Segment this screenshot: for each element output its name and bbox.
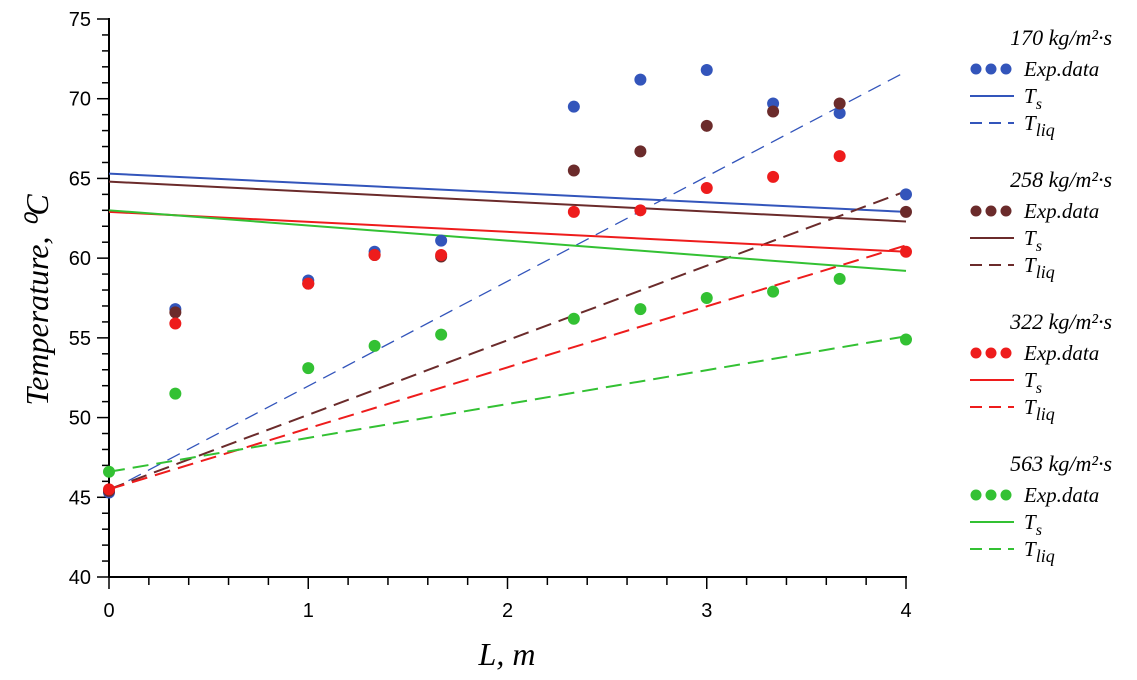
legend-point-marker [1000, 205, 1012, 217]
exp-point-3 [767, 285, 780, 298]
exp-point-3 [169, 387, 182, 400]
legend-title: 322 kg/m²·s [1009, 309, 1112, 334]
exp-point-2 [634, 204, 647, 217]
exp-point-2 [302, 277, 315, 290]
exp-point-3 [435, 328, 448, 341]
exp-point-0 [833, 107, 846, 120]
tliq-line-2 [108, 244, 907, 491]
legend-points-label: Exp.data [1023, 483, 1099, 507]
exp-point-3 [900, 333, 912, 346]
exp-point-1 [833, 97, 846, 110]
exp-point-1 [900, 205, 912, 218]
x-tick-label: 1 [303, 600, 314, 622]
y-axis-title: Temperature, ⁰C [19, 194, 55, 406]
exp-point-1 [767, 105, 780, 118]
ts-line-0 [108, 172, 907, 213]
legend-point-marker [985, 489, 997, 501]
legend-point-marker [1000, 347, 1012, 359]
exp-point-3 [302, 362, 315, 375]
legend-points-label: Exp.data [1023, 57, 1099, 81]
exp-point-3 [567, 312, 580, 325]
legend-points-label: Exp.data [1023, 199, 1099, 223]
ts-line-3 [108, 209, 907, 272]
legend-ts-label: Ts [1024, 226, 1042, 255]
exp-point-2 [833, 150, 846, 163]
exp-point-0 [634, 73, 647, 86]
legend-tliq-label: Tliq [1024, 537, 1055, 566]
legend-point-marker [1000, 489, 1012, 501]
y-tick-label: 50 [69, 408, 91, 430]
x-tick-label: 2 [502, 600, 513, 622]
legend-point-marker [985, 63, 997, 75]
exp-point-2 [767, 170, 780, 183]
exp-point-1 [169, 306, 182, 319]
exp-point-2 [435, 248, 448, 261]
exp-point-0 [700, 64, 713, 77]
legend-tliq-label: Tliq [1024, 111, 1055, 140]
tliq-line-3 [108, 335, 907, 473]
exp-point-3 [634, 303, 647, 316]
y-tick-label: 70 [69, 89, 91, 111]
legend-point-marker [985, 347, 997, 359]
y-tick-label: 45 [69, 487, 91, 509]
legend-point-marker [970, 63, 982, 75]
legend-point-marker [985, 205, 997, 217]
x-tick-label: 0 [103, 600, 114, 622]
exp-point-0 [900, 188, 912, 201]
legend-point-marker [970, 347, 982, 359]
legend-ts-label: Ts [1024, 84, 1042, 113]
legend-ts-label: Ts [1024, 510, 1042, 539]
legend-title: 563 kg/m²·s [1010, 451, 1112, 476]
exp-point-1 [700, 119, 713, 132]
tliq-line-0 [108, 71, 907, 492]
ts-line-2 [108, 210, 907, 253]
x-axis-title: L, m [478, 636, 536, 672]
x-tick-label: 3 [701, 600, 712, 622]
legend-tliq-label: Tliq [1024, 395, 1055, 424]
y-tick-label: 60 [69, 248, 91, 270]
legend-point-marker [970, 489, 982, 501]
y-tick-label: 40 [69, 567, 91, 589]
exp-point-2 [900, 245, 912, 258]
y-tick-label: 75 [69, 9, 91, 31]
y-tick-label: 55 [69, 328, 91, 350]
exp-point-2 [700, 181, 713, 194]
legend-tliq-label: Tliq [1024, 253, 1055, 282]
exp-point-1 [634, 145, 647, 158]
tliq-line-1 [108, 190, 907, 491]
x-tick-label: 4 [900, 600, 911, 622]
exp-point-0 [435, 234, 448, 247]
legend-point-marker [1000, 63, 1012, 75]
exp-point-2 [368, 248, 381, 261]
exp-point-0 [567, 100, 580, 113]
exp-point-3 [103, 465, 115, 478]
legend-ts-label: Ts [1024, 368, 1042, 397]
y-tick-label: 65 [69, 168, 91, 190]
exp-point-1 [567, 164, 580, 177]
legend-title: 170 kg/m²·s [1010, 25, 1112, 50]
exp-point-2 [103, 483, 115, 496]
legend-point-marker [970, 205, 982, 217]
exp-point-3 [368, 339, 381, 352]
legend-title: 258 kg/m²·s [1010, 167, 1112, 192]
exp-point-3 [833, 272, 846, 285]
exp-point-2 [567, 205, 580, 218]
exp-point-3 [700, 292, 713, 304]
ts-line-1 [108, 180, 907, 223]
legend-points-label: Exp.data [1023, 341, 1099, 365]
exp-point-2 [169, 317, 182, 330]
